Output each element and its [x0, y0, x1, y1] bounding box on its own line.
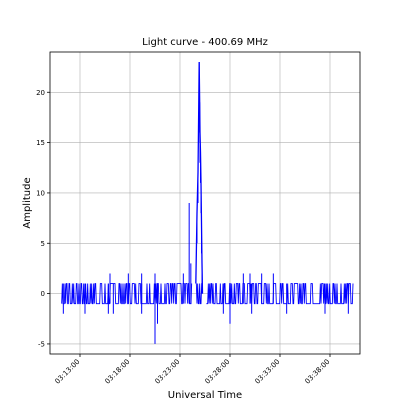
y-tick-label: 0: [41, 290, 45, 298]
y-tick-label: 20: [36, 89, 45, 97]
baseline-trace: [61, 283, 354, 305]
y-tick-label: 10: [36, 189, 45, 197]
chart-title: Light curve - 400.69 MHz: [142, 37, 268, 48]
y-axis-label: Amplitude: [22, 177, 33, 228]
y-axis: -5 0 5 10 15 20: [36, 89, 50, 348]
series-group: [61, 62, 354, 344]
plot-frame: [49, 51, 361, 355]
y-tick-label: 5: [41, 240, 45, 248]
y-tick-label: -5: [38, 340, 45, 348]
x-axis-label: Universal Time: [168, 390, 242, 400]
y-tick-label: 15: [36, 139, 45, 147]
